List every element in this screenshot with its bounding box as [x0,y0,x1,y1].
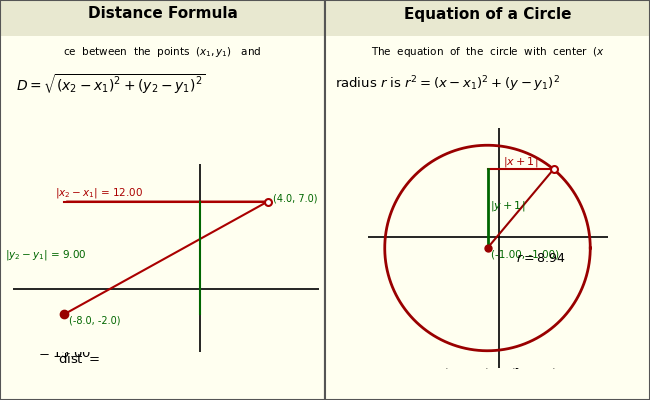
Text: (-1.00, -1.00): (-1.00, -1.00) [491,249,559,259]
Text: $r = 8.94$: $r = 8.94$ [516,252,566,265]
FancyBboxPatch shape [325,0,650,36]
Text: $|y_2 - y_1|$ = 9.00: $|y_2 - y_1|$ = 9.00 [5,248,86,262]
Text: (4.0, 7.0): (4.0, 7.0) [272,194,317,204]
Text: Equation of a Circle: Equation of a Circle [404,6,571,22]
Text: radius $r$ is $r^2 = (x - x_1)^2 + (y - y_1)^2$: radius $r$ is $r^2 = (x - x_1)^2 + (y - … [335,74,560,94]
Text: $|x_2 - x_1|$ = 12.00: $|x_2 - x_1|$ = 12.00 [55,186,144,200]
Text: $D = \sqrt{(x_2 - x_1)^2 + (y_2 - y_1)^2}$: $D = \sqrt{(x_2 - x_1)^2 + (y_2 - y_1)^2… [16,72,205,96]
Text: $|x + 1|$: $|x + 1|$ [503,155,538,169]
Text: $r^2 = (x+1)^2$$+ (y+1)^2$: $r^2 = (x+1)^2$$+ (y+1)^2$ [411,350,564,372]
Text: (-8.0, -2.0): (-8.0, -2.0) [69,315,120,325]
Text: dist $= $: dist $= $ [58,352,101,366]
Text: The  equation  of  the  circle  with  center  $(x$: The equation of the circle with center $… [370,45,604,59]
Text: ce  between  the  points  $(x_1, y_1)$   and: ce between the points $(x_1, y_1)$ and [63,45,262,59]
Text: $|y + 1|$: $|y + 1|$ [490,199,525,213]
Text: dist $= \sqrt{12.00^2 + 9.00^2}$
$= 15.00$: dist $= \sqrt{12.00^2 + 9.00^2}$ $= 15.0… [36,324,191,360]
FancyBboxPatch shape [0,0,325,36]
Text: Distance Formula: Distance Formula [88,6,237,22]
